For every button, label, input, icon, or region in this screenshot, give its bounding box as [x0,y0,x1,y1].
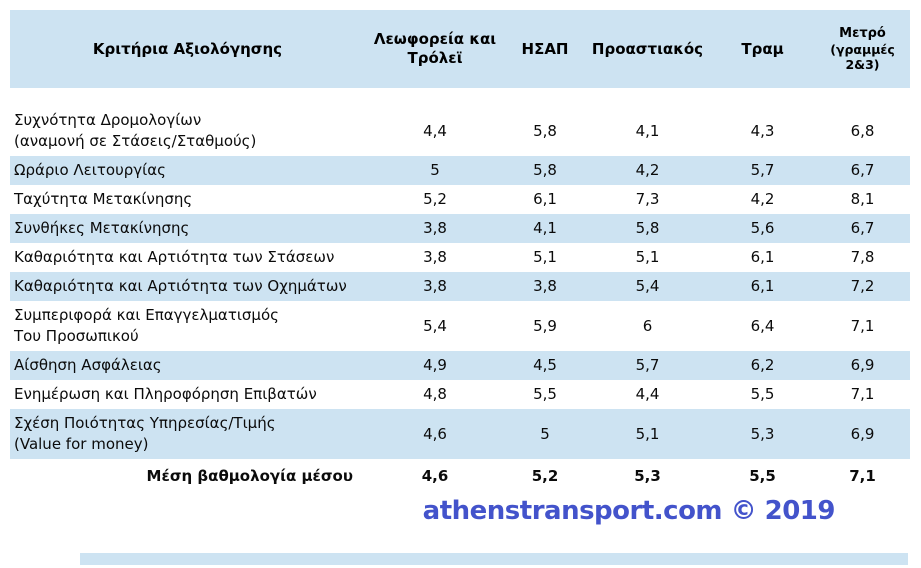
footer-score-cell: 5,3 [585,459,710,491]
score-cell: 5,4 [365,301,505,351]
score-cell: 7,1 [815,380,910,409]
score-cell: 5,1 [505,243,585,272]
score-cell: 3,8 [505,272,585,301]
score-cell: 6,7 [815,214,910,243]
table-header: Κριτήρια Αξιολόγησης Λεωφορεία και Τρόλεϊ… [10,10,910,88]
footer-score-cell: 7,1 [815,459,910,491]
score-cell: 7,3 [585,185,710,214]
score-cell: 5,8 [505,156,585,185]
score-cell: 7,2 [815,272,910,301]
score-cell: 6,2 [710,351,815,380]
col-header-subtext: (γραμμές 2&3) [830,41,895,72]
score-cell: 5,9 [505,301,585,351]
score-cell: 5,4 [585,272,710,301]
score-cell: 6,9 [815,409,910,459]
header-spacer-cell [10,88,910,106]
table-row: Ωράριο Λειτουργίας 5 5,8 4,2 5,7 6,7 [10,156,910,185]
score-cell: 6,7 [815,156,910,185]
score-cell: 5,5 [505,380,585,409]
criterion-label: Καθαριότητα και Αρτιότητα των Στάσεων [10,243,365,272]
criterion-label: Ωράριο Λειτουργίας [10,156,365,185]
score-cell: 3,8 [365,272,505,301]
score-cell: 4,3 [710,106,815,156]
score-cell: 8,1 [815,185,910,214]
score-cell: 3,8 [365,243,505,272]
criterion-label: Ενημέρωση και Πληροφόρηση Επιβατών [10,380,365,409]
score-cell: 5,6 [710,214,815,243]
criterion-sublabel: (αναμονή σε Στάσεις/Σταθμούς) [14,132,257,150]
criterion-sublabel: Του Προσωπικού [14,327,139,345]
score-cell: 6,1 [505,185,585,214]
criterion-sublabel: (Value for money) [14,435,149,453]
score-cell: 6 [585,301,710,351]
score-cell: 4,5 [505,351,585,380]
score-cell: 4,4 [585,380,710,409]
score-cell: 4,2 [585,156,710,185]
score-cell: 5,7 [585,351,710,380]
score-cell: 4,6 [365,409,505,459]
score-cell: 5,8 [505,106,585,156]
table-row: Συνθήκες Μετακίνησης 3,8 4,1 5,8 5,6 6,7 [10,214,910,243]
table-row: Αίσθηση Ασφάλειας 4,9 4,5 5,7 6,2 6,9 [10,351,910,380]
table-header-row: Κριτήρια Αξιολόγησης Λεωφορεία και Τρόλεϊ… [10,10,910,88]
score-cell: 6,1 [710,243,815,272]
table-row: Ενημέρωση και Πληροφόρηση Επιβατών 4,8 5,5… [10,380,910,409]
criterion-label: Συνθήκες Μετακίνησης [10,214,365,243]
score-cell: 5,1 [585,243,710,272]
score-cell: 5,2 [365,185,505,214]
footer-score-cell: 4,6 [365,459,505,491]
score-cell: 5,8 [585,214,710,243]
table-row: Καθαριότητα και Αρτιότητα των Στάσεων 3,8… [10,243,910,272]
criterion-label: Σχέση Ποιότητας Υπηρεσίας/Τιμής (Value fo… [10,409,365,459]
score-cell: 4,2 [710,185,815,214]
score-cell: 4,1 [585,106,710,156]
score-cell: 4,9 [365,351,505,380]
criterion-label: Αίσθηση Ασφάλειας [10,351,365,380]
criterion-label: Συμπεριφορά και Επαγγελματισμός Του Προσω… [10,301,365,351]
score-cell: 5,7 [710,156,815,185]
score-cell: 5,1 [585,409,710,459]
score-cell: 6,1 [710,272,815,301]
table-row: Σχέση Ποιότητας Υπηρεσίας/Τιμής (Value fo… [10,409,910,459]
footer-row: Μέση βαθμολογία μέσου 4,6 5,2 5,3 5,5 7,1 [10,459,910,491]
score-cell: 3,8 [365,214,505,243]
col-header-criteria: Κριτήρια Αξιολόγησης [10,10,365,88]
col-header-tram: Τραμ [710,10,815,88]
criterion-label: Καθαριότητα και Αρτιότητα των Οχημάτων [10,272,365,301]
score-cell: 5,3 [710,409,815,459]
score-cell: 5 [365,156,505,185]
score-cell: 5 [505,409,585,459]
criterion-label: Ταχύτητα Μετακίνησης [10,185,365,214]
score-cell: 6,4 [710,301,815,351]
table-row: Καθαριότητα και Αρτιότητα των Οχημάτων 3,… [10,272,910,301]
footer-score-cell: 5,2 [505,459,585,491]
watermark-credit: athenstransport.com © 2019 [422,496,836,526]
header-spacer-row [10,88,910,106]
table-body: Συχνότητα Δρομολογίων (αναμονή σε Στάσεις… [10,88,910,491]
score-cell: 4,8 [365,380,505,409]
col-header-metro: Μετρό (γραμμές 2&3) [815,10,910,88]
footer-score-cell: 5,5 [710,459,815,491]
score-cell: 7,1 [815,301,910,351]
score-cell: 4,4 [365,106,505,156]
criterion-label: Συχνότητα Δρομολογίων (αναμονή σε Στάσεις… [10,106,365,156]
evaluation-table: Κριτήρια Αξιολόγησης Λεωφορεία και Τρόλεϊ… [10,10,910,491]
table-row: Συμπεριφορά και Επαγγελματισμός Του Προσω… [10,301,910,351]
score-cell: 6,9 [815,351,910,380]
col-header-bus-trolley: Λεωφορεία και Τρόλεϊ [365,10,505,88]
score-cell: 5,5 [710,380,815,409]
table-row: Συχνότητα Δρομολογίων (αναμονή σε Στάσεις… [10,106,910,156]
bottom-accent-bar [80,553,908,565]
score-cell: 4,1 [505,214,585,243]
table-row: Ταχύτητα Μετακίνησης 5,2 6,1 7,3 4,2 8,1 [10,185,910,214]
col-header-isap: ΗΣΑΠ [505,10,585,88]
col-header-proastiakos: Προαστιακός [585,10,710,88]
score-cell: 6,8 [815,106,910,156]
score-cell: 7,8 [815,243,910,272]
footer-label: Μέση βαθμολογία μέσου [10,459,365,491]
